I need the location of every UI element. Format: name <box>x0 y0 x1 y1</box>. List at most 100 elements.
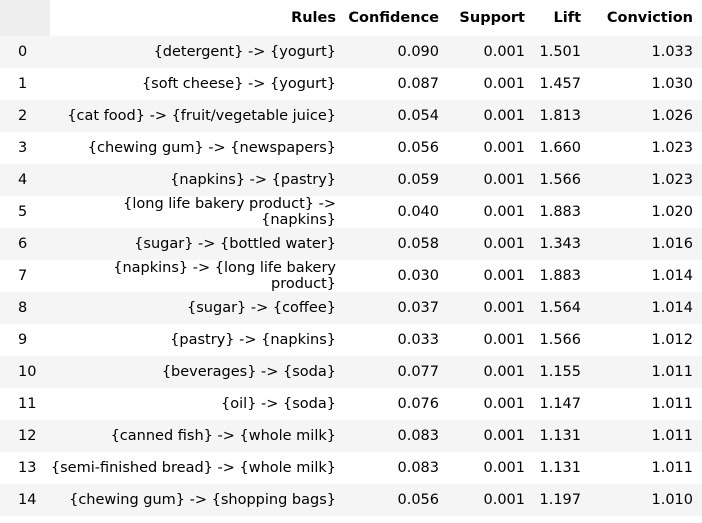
header-row: Rules Confidence Support Lift Conviction <box>0 0 702 36</box>
row-index: 12 <box>18 428 37 444</box>
conviction-cell: 1.010 <box>651 492 693 508</box>
conviction-cell: 1.020 <box>651 204 693 220</box>
rule-cell: {beverages} -> {soda} <box>161 364 336 380</box>
row-index: 5 <box>18 204 28 220</box>
support-cell: 0.001 <box>483 108 525 124</box>
row-index: 1 <box>18 76 28 92</box>
conviction-cell: 1.011 <box>651 428 693 444</box>
confidence-cell: 0.083 <box>397 428 439 444</box>
support-cell: 0.001 <box>483 300 525 316</box>
row-index: 4 <box>18 172 28 188</box>
conviction-cell: 1.023 <box>651 140 693 156</box>
row-index: 14 <box>18 492 37 508</box>
row-index: 13 <box>18 460 37 476</box>
lift-cell: 1.566 <box>539 172 581 188</box>
table-row: 1 {soft cheese} -> {yogurt} 0.087 0.001 1.45… <box>0 68 702 100</box>
rule-cell: {cat food} -> {fruit/vegetable juice} <box>67 108 336 124</box>
lift-cell: 1.131 <box>539 428 581 444</box>
confidence-cell: 0.030 <box>397 268 439 284</box>
table-row: 3 {chewing gum} -> {newspapers} 0.056 0.001… <box>0 132 702 164</box>
confidence-cell: 0.087 <box>397 76 439 92</box>
lift-cell: 1.564 <box>539 300 581 316</box>
table-row: 10 {beverages} -> {soda} 0.077 0.001 1.155 1.… <box>0 356 702 388</box>
rule-cell: {semi-finished bread} -> {whole milk} <box>50 460 336 476</box>
table-row: 14 {chewing gum} -> {shopping bags} 0.056 0… <box>0 484 702 516</box>
table-body: 0 {detergent} -> {yogurt} 0.090 0.001 1.501 1… <box>0 36 702 516</box>
rule-cell: {soft cheese} -> {yogurt} <box>141 76 336 92</box>
lift-cell: 1.147 <box>539 396 581 412</box>
confidence-cell: 0.076 <box>397 396 439 412</box>
row-index: 11 <box>18 396 37 412</box>
table-row: 2 {cat food} -> {fruit/vegetable juice} 0.… <box>0 100 702 132</box>
lift-cell: 1.501 <box>539 44 581 60</box>
header-support: Support <box>459 10 525 26</box>
table-row: 8 {sugar} -> {coffee} 0.037 0.001 1.564 1.014 <box>0 292 702 324</box>
support-cell: 0.001 <box>483 44 525 60</box>
support-cell: 0.001 <box>483 396 525 412</box>
conviction-cell: 1.011 <box>651 396 693 412</box>
row-index: 9 <box>18 332 28 348</box>
rule-cell: {pastry} -> {napkins} <box>170 332 336 348</box>
rule-cell: {long life bakery product} -> {napkins} <box>123 196 336 228</box>
lift-cell: 1.131 <box>539 460 581 476</box>
header-conviction: Conviction <box>606 10 693 26</box>
rule-cell: {chewing gum} -> {newspapers} <box>87 140 336 156</box>
row-index: 0 <box>18 44 28 60</box>
support-cell: 0.001 <box>483 204 525 220</box>
support-cell: 0.001 <box>483 364 525 380</box>
conviction-cell: 1.030 <box>651 76 693 92</box>
lift-cell: 1.813 <box>539 108 581 124</box>
conviction-cell: 1.012 <box>651 332 693 348</box>
confidence-cell: 0.037 <box>397 300 439 316</box>
table-row: 5 {long life bakery product} -> {napkins}… <box>0 196 702 228</box>
row-index: 8 <box>18 300 28 316</box>
confidence-cell: 0.056 <box>397 140 439 156</box>
support-cell: 0.001 <box>483 268 525 284</box>
rule-cell: {napkins} -> {pastry} <box>170 172 336 188</box>
table-row: 0 {detergent} -> {yogurt} 0.090 0.001 1.501 1… <box>0 36 702 68</box>
lift-cell: 1.155 <box>539 364 581 380</box>
conviction-cell: 1.014 <box>651 268 693 284</box>
confidence-cell: 0.058 <box>397 236 439 252</box>
support-cell: 0.001 <box>483 492 525 508</box>
table-row: 4 {napkins} -> {pastry} 0.059 0.001 1.566 1.0… <box>0 164 702 196</box>
support-cell: 0.001 <box>483 76 525 92</box>
row-index: 6 <box>18 236 28 252</box>
row-index: 3 <box>18 140 28 156</box>
table-row: 7 {napkins} -> {long life bakery product}… <box>0 260 702 292</box>
header-confidence: Confidence <box>348 10 439 26</box>
support-cell: 0.001 <box>483 236 525 252</box>
conviction-cell: 1.011 <box>651 364 693 380</box>
confidence-cell: 0.033 <box>397 332 439 348</box>
lift-cell: 1.343 <box>539 236 581 252</box>
support-cell: 0.001 <box>483 460 525 476</box>
support-cell: 0.001 <box>483 428 525 444</box>
confidence-cell: 0.077 <box>397 364 439 380</box>
conviction-cell: 1.023 <box>651 172 693 188</box>
lift-cell: 1.660 <box>539 140 581 156</box>
confidence-cell: 0.083 <box>397 460 439 476</box>
header-index <box>0 0 50 36</box>
lift-cell: 1.566 <box>539 332 581 348</box>
table-row: 13 {semi-finished bread} -> {whole milk} 0… <box>0 452 702 484</box>
support-cell: 0.001 <box>483 332 525 348</box>
confidence-cell: 0.056 <box>397 492 439 508</box>
row-index: 7 <box>18 268 28 284</box>
conviction-cell: 1.016 <box>651 236 693 252</box>
lift-cell: 1.883 <box>539 268 581 284</box>
conviction-cell: 1.033 <box>651 44 693 60</box>
confidence-cell: 0.040 <box>397 204 439 220</box>
confidence-cell: 0.090 <box>397 44 439 60</box>
conviction-cell: 1.011 <box>651 460 693 476</box>
rule-cell: {detergent} -> {yogurt} <box>153 44 336 60</box>
row-index: 10 <box>18 364 37 380</box>
rule-cell: {canned fish} -> {whole milk} <box>110 428 336 444</box>
rule-cell: {sugar} -> {coffee} <box>187 300 336 316</box>
lift-cell: 1.197 <box>539 492 581 508</box>
table-row: 12 {canned fish} -> {whole milk} 0.083 0.00… <box>0 420 702 452</box>
table-header: Rules Confidence Support Lift Conviction <box>0 0 702 36</box>
lift-cell: 1.883 <box>539 204 581 220</box>
support-cell: 0.001 <box>483 172 525 188</box>
table-row: 6 {sugar} -> {bottled water} 0.058 0.001 1.3… <box>0 228 702 260</box>
